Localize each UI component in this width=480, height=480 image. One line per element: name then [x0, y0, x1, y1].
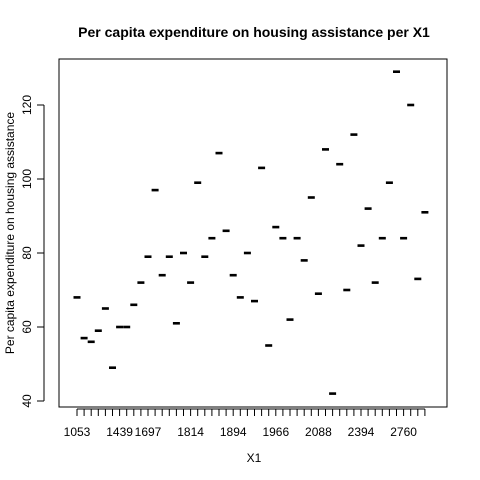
x-tick-label: 1439 — [106, 425, 133, 439]
median-mark — [222, 229, 230, 233]
y-tick-label: 120 — [20, 95, 34, 115]
median-mark — [109, 366, 116, 369]
median-mark — [385, 181, 393, 184]
median-mark — [378, 236, 386, 240]
median-mark — [393, 70, 400, 73]
median-mark — [343, 288, 351, 292]
median-mark — [336, 162, 344, 166]
median-mark — [350, 133, 358, 136]
median-mark — [364, 207, 372, 210]
median-mark — [265, 344, 273, 347]
x-axis-label: X1 — [247, 451, 262, 465]
x-tick-label: 2394 — [348, 425, 375, 439]
median-mark — [243, 251, 251, 255]
median-mark — [300, 259, 308, 262]
median-mark — [400, 236, 408, 240]
y-axis-label: Per capita expenditure on housing assist… — [3, 112, 17, 354]
median-mark — [293, 236, 301, 240]
x-tick-label: 1966 — [262, 425, 289, 439]
median-mark — [307, 196, 315, 199]
median-mark — [251, 299, 258, 303]
median-mark — [371, 281, 379, 284]
x-axis: 1053 1439 1697 1814 1894 1966 2088 2394 2760 — [64, 408, 426, 439]
y-tick-label: 80 — [20, 246, 34, 260]
median-mark — [165, 255, 173, 258]
median-mark — [201, 255, 209, 258]
x-tick-label: 1814 — [177, 425, 204, 439]
x-tick-label: 2088 — [305, 425, 332, 439]
plot-frame — [58, 58, 448, 408]
median-mark — [87, 340, 95, 344]
x-tick-label: 2760 — [390, 425, 417, 439]
median-mark — [286, 318, 294, 321]
median-mark — [137, 281, 145, 284]
x-tick-label: 1697 — [135, 425, 162, 439]
y-axis: 40 60 80 100 120 — [20, 95, 45, 408]
median-mark — [229, 273, 237, 277]
median-mark — [258, 166, 266, 170]
median-mark — [172, 322, 180, 325]
y-tick-label: 100 — [20, 169, 34, 189]
median-mark — [329, 392, 337, 395]
median-mark — [236, 296, 244, 299]
median-mark — [215, 151, 223, 155]
median-mark — [187, 281, 195, 284]
median-mark — [194, 181, 202, 184]
median-mark — [208, 236, 216, 240]
median-mark — [272, 225, 280, 229]
data-marks — [73, 70, 429, 395]
median-mark — [180, 251, 187, 255]
median-mark — [279, 236, 287, 240]
median-mark — [407, 103, 415, 107]
x-tick-label: 1053 — [64, 425, 91, 439]
median-mark — [414, 277, 422, 281]
median-mark — [73, 296, 81, 299]
median-mark — [101, 307, 109, 310]
median-mark — [322, 148, 329, 151]
median-mark — [130, 303, 138, 307]
y-tick-label: 60 — [20, 320, 34, 334]
median-mark — [151, 188, 159, 192]
median-mark — [116, 325, 124, 329]
median-mark — [80, 336, 88, 340]
y-tick-label: 40 — [20, 394, 34, 408]
median-mark — [158, 273, 166, 277]
median-mark — [357, 244, 365, 247]
median-mark — [123, 325, 131, 329]
median-mark — [144, 255, 152, 258]
chart-title: Per capita expenditure on housing assist… — [78, 24, 430, 40]
x-tick-label: 1894 — [220, 425, 247, 439]
median-mark — [421, 211, 429, 214]
median-mark — [314, 292, 322, 295]
median-mark — [94, 329, 102, 332]
